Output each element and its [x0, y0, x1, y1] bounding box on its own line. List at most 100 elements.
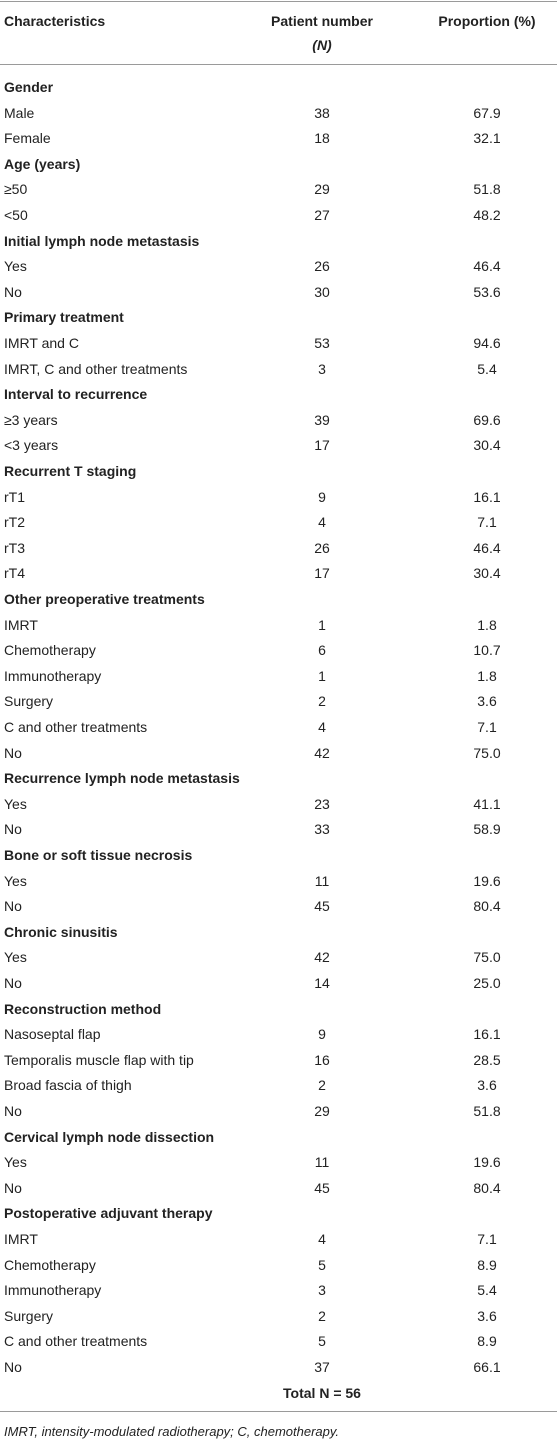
- row-label: No: [4, 821, 22, 838]
- patient-number: 6: [318, 642, 326, 659]
- proportion: 30.4: [473, 565, 501, 582]
- proportion: 46.4: [473, 258, 501, 275]
- proportion: 7.1: [477, 719, 497, 735]
- patient-number: 42: [314, 949, 330, 966]
- row-label: rT3: [4, 539, 25, 556]
- row-label: Immunotherapy: [4, 1282, 102, 1299]
- row-label: Chemotherapy: [4, 642, 96, 659]
- proportion: 58.9: [473, 821, 501, 838]
- proportion: 69.6: [473, 411, 501, 428]
- patient-number: 39: [314, 411, 330, 428]
- patient-number: 42: [314, 744, 330, 761]
- section-title: Initial lymph node metastasis: [4, 232, 200, 249]
- patient-number: 29: [314, 181, 330, 198]
- patient-number: 14: [314, 975, 330, 991]
- patient-number: 5: [318, 1333, 326, 1350]
- row-label: Temporalis muscle flap with tip: [4, 1051, 194, 1068]
- proportion: 94.6: [473, 335, 501, 351]
- proportion: 3.6: [477, 693, 497, 710]
- section-title: Chronic sinusitis: [4, 923, 118, 940]
- section-title: Primary treatment: [4, 309, 124, 326]
- row-label: No: [4, 744, 22, 761]
- proportion: 67.9: [473, 104, 501, 121]
- patient-number: 1: [318, 667, 326, 684]
- patient-number: 37: [314, 1359, 330, 1375]
- section-title: Interval to recurrence: [4, 386, 148, 403]
- row-label: C and other treatments: [4, 719, 148, 735]
- patient-number: 3: [318, 1282, 326, 1299]
- proportion: 1.8: [477, 616, 497, 633]
- proportion: 3.6: [477, 1307, 497, 1324]
- row-label: No: [4, 1103, 22, 1119]
- proportion: 80.4: [473, 1179, 501, 1196]
- patient-number: 53: [314, 335, 330, 351]
- proportion: 75.0: [473, 744, 501, 761]
- row-label: No: [4, 975, 22, 991]
- patient-number: 18: [314, 130, 330, 147]
- section-title: Recurrence lymph node metastasis: [4, 770, 240, 787]
- row-label: Yes: [4, 258, 27, 275]
- section-title: Gender: [4, 79, 54, 95]
- proportion: 30.4: [473, 437, 501, 454]
- row-label: Nasoseptal flap: [4, 1026, 101, 1043]
- row-label: Yes: [4, 795, 27, 812]
- row-label: Male: [4, 104, 35, 121]
- patient-number: 27: [314, 207, 330, 223]
- proportion: 7.1: [477, 1231, 497, 1247]
- row-label: Chemotherapy: [4, 1256, 96, 1273]
- proportion: 51.8: [473, 181, 501, 198]
- proportion: 51.8: [473, 1103, 501, 1119]
- proportion: 1.8: [477, 667, 497, 684]
- row-label: ≥3 years: [4, 411, 58, 428]
- row-label: Female: [4, 130, 51, 147]
- section-title: Age (years): [4, 155, 81, 172]
- patient-number: 17: [314, 565, 330, 582]
- section-title: Cervical lymph node dissection: [4, 1128, 215, 1145]
- header-rule: [0, 64, 557, 65]
- patient-number: 2: [318, 1307, 326, 1324]
- patient-number: 26: [314, 539, 330, 556]
- patient-number: 4: [318, 719, 326, 735]
- row-label: Immunotherapy: [4, 667, 102, 684]
- patient-number: 3: [318, 360, 326, 377]
- row-label: rT2: [4, 514, 25, 531]
- header-cell: Proportion (%): [438, 13, 536, 29]
- row-label: IMRT, C and other treatments: [4, 360, 188, 377]
- proportion: 19.6: [473, 872, 501, 889]
- row-label: No: [4, 1179, 22, 1196]
- row-label: IMRT: [4, 1231, 38, 1247]
- row-label: No: [4, 1359, 22, 1375]
- proportion: 16.1: [473, 488, 501, 505]
- proportion: 41.1: [473, 795, 501, 812]
- patient-number: 2: [318, 693, 326, 710]
- row-label: Broad fascia of thigh: [4, 1077, 132, 1094]
- patient-number: 17: [314, 437, 330, 454]
- proportion: 8.9: [477, 1256, 497, 1273]
- row-label: C and other treatments: [4, 1333, 148, 1350]
- row-label: ≥50: [4, 181, 28, 198]
- row-label: IMRT and C: [4, 335, 79, 351]
- patient-number: 16: [314, 1051, 330, 1068]
- proportion: 3.6: [477, 1077, 497, 1094]
- patient-number: 5: [318, 1256, 326, 1273]
- patient-number: 33: [314, 821, 330, 838]
- row-label: Surgery: [4, 693, 54, 710]
- patient-number: 26: [314, 258, 330, 275]
- patient-number: 9: [318, 488, 326, 505]
- patient-number: 11: [314, 1154, 330, 1171]
- patient-number: 11: [314, 872, 330, 889]
- row-label: Yes: [4, 872, 27, 889]
- proportion: 19.6: [473, 1154, 501, 1171]
- section-title: Reconstruction method: [4, 1000, 162, 1017]
- section-title: Bone or soft tissue necrosis: [4, 847, 193, 863]
- section-title: Other preoperative treatments: [4, 591, 205, 607]
- proportion: 7.1: [477, 514, 497, 531]
- proportion: 8.9: [477, 1333, 497, 1350]
- patient-number: 4: [318, 1231, 326, 1247]
- proportion: 16.1: [473, 1026, 501, 1043]
- proportion: 46.4: [473, 539, 501, 556]
- patient-number: 45: [314, 1179, 330, 1196]
- proportion: 75.0: [473, 949, 501, 966]
- header-cell: Patient number: [271, 13, 373, 29]
